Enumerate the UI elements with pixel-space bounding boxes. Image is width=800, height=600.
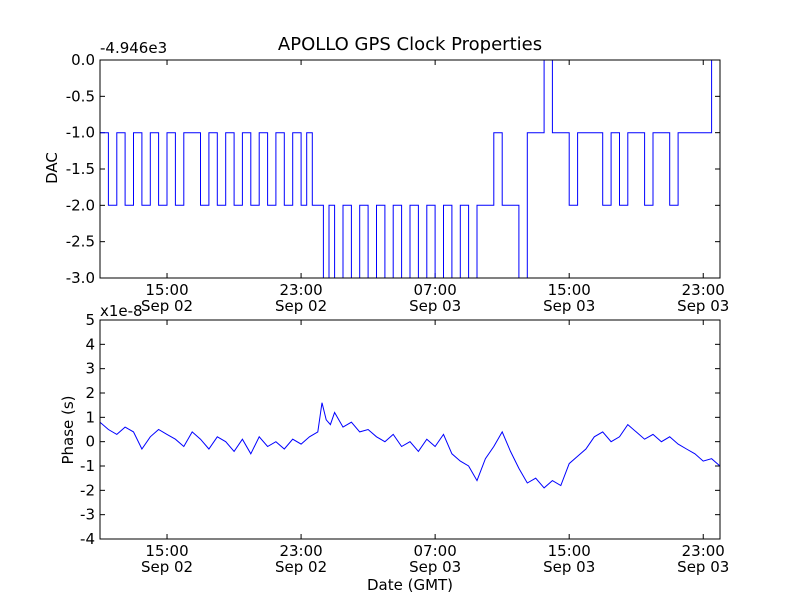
dac-x-tick-label-time: 07:00 <box>414 281 457 299</box>
dac-x-tick-label-time: 15:00 <box>548 281 591 299</box>
dac-x-tick-label-date: Sep 02 <box>275 297 327 315</box>
dac-y-tick-label: -1.0 <box>66 124 95 142</box>
dac-offset-text: -4.946e3 <box>100 39 167 57</box>
phase-x-tick-label-time: 15:00 <box>548 542 591 560</box>
chart-title: APOLLO GPS Clock Properties <box>278 34 542 55</box>
dac-x-tick-label-date: Sep 02 <box>141 297 193 315</box>
phase-offset-text: x1e-8 <box>100 302 143 320</box>
phase-series-line <box>100 402 720 489</box>
phase-x-tick-label-date: Sep 03 <box>677 558 729 576</box>
dac-y-axis-label: DAC <box>43 152 61 184</box>
dac-y-tick-label: -2.0 <box>66 196 95 214</box>
dac-series-line <box>100 60 720 278</box>
phase-y-tick-label: 0 <box>85 433 95 451</box>
dac-y-tick-label: -0.5 <box>66 87 95 105</box>
dac-x-tick-label-date: Sep 03 <box>677 297 729 315</box>
phase-x-tick-label-date: Sep 02 <box>275 558 327 576</box>
phase-x-tick-label-date: Sep 03 <box>543 558 595 576</box>
phase-y-tick-label: -1 <box>80 457 95 475</box>
dac-axes-frame <box>99 59 721 279</box>
phase-subplot: x1e-8 Phase (s) Date (GMT) 5 4 3 2 1 0 -1 -2 -3 -… <box>59 302 729 594</box>
phase-y-tick-label: 2 <box>85 384 95 402</box>
phase-y-tick-label: -3 <box>80 506 95 524</box>
phase-y-tick-label: -4 <box>80 530 95 548</box>
dac-x-tick-label-time: 15:00 <box>145 281 188 299</box>
phase-axes-frame <box>99 319 721 540</box>
dac-y-tick-label: -2.5 <box>66 233 95 251</box>
dac-x-tick-label-date: Sep 03 <box>543 297 595 315</box>
dac-plot-area <box>100 60 720 278</box>
dac-subplot: APOLLO GPS Clock Properties -4.946e3 DAC… <box>43 34 729 315</box>
phase-x-tick-label-date: Sep 02 <box>141 558 193 576</box>
dac-y-tick-label: -3.0 <box>66 269 95 287</box>
phase-x-axis-label: Date (GMT) <box>367 576 453 594</box>
dac-x-tick-label-time: 23:00 <box>279 281 322 299</box>
phase-y-axis-label: Phase (s) <box>59 395 77 464</box>
dac-y-tick-label: -1.5 <box>66 160 95 178</box>
phase-x-tick-label-time: 23:00 <box>279 542 322 560</box>
phase-y-tick-label: 1 <box>85 408 95 426</box>
phase-y-tick-label: 5 <box>85 311 95 329</box>
dac-x-tick-label-date: Sep 03 <box>409 297 461 315</box>
dac-y-tick-label: 0.0 <box>71 51 95 69</box>
phase-x-tick-label-date: Sep 03 <box>409 558 461 576</box>
phase-x-tick-label-time: 07:00 <box>414 542 457 560</box>
phase-y-tick-label: 4 <box>85 335 95 353</box>
phase-y-tick-label: -2 <box>80 481 95 499</box>
dac-x-tick-label-time: 23:00 <box>682 281 725 299</box>
phase-x-tick-label-time: 23:00 <box>682 542 725 560</box>
phase-plot-area <box>100 402 720 489</box>
phase-x-tick-label-time: 15:00 <box>145 542 188 560</box>
phase-y-tick-label: 3 <box>85 360 95 378</box>
